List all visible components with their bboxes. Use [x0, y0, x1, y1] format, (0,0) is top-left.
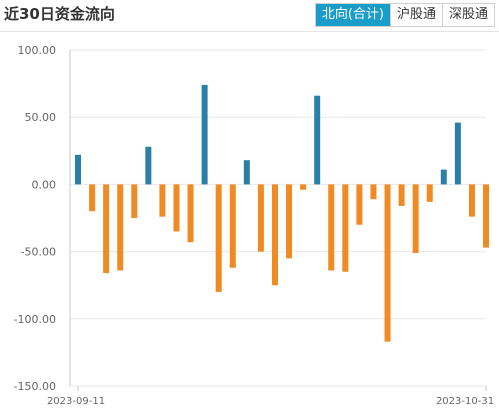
inflow-bar	[314, 95, 321, 185]
y-tick-label: 50.00	[25, 111, 57, 124]
outflow-bar	[286, 184, 293, 259]
inflow-bar	[201, 84, 208, 185]
outflow-bar	[342, 184, 349, 272]
outflow-bar	[117, 184, 124, 271]
outflow-bar	[398, 184, 405, 206]
tab-group: 北向(合计) 沪股通 深股通	[314, 3, 495, 27]
outflow-bar	[412, 184, 419, 253]
outflow-bar	[468, 184, 475, 217]
outflow-bar	[103, 184, 110, 274]
outflow-bar	[215, 184, 222, 292]
header: 近30日资金流向 北向(合计) 沪股通 深股通	[0, 0, 499, 30]
x-tick-label: 2023-10-31	[436, 396, 494, 407]
inflow-bar	[145, 146, 152, 185]
page-title: 近30日资金流向	[4, 5, 115, 23]
y-tick-label: -100.00	[14, 313, 56, 326]
outflow-bar	[257, 184, 264, 252]
y-tick-label: 100.00	[18, 44, 57, 57]
inflow-bar	[243, 160, 250, 185]
tab-shanghai-connect[interactable]: 沪股通	[389, 4, 442, 26]
outflow-bar	[89, 184, 96, 212]
outflow-bar	[328, 184, 335, 271]
tab-shenzhen-connect[interactable]: 深股通	[441, 4, 494, 26]
inflow-bar	[440, 169, 447, 185]
tab-northbound-total[interactable]: 北向(合计)	[315, 4, 390, 26]
capital-flow-chart: 100.00 50.00 0.00 -50.00 -100.00 -150.00 2023-…	[14, 44, 495, 407]
outflow-bar	[131, 184, 138, 218]
outflow-bar	[173, 184, 180, 232]
y-tick-label: 0.00	[32, 178, 57, 191]
inflow-bar	[454, 122, 461, 185]
inflow-bar	[75, 154, 81, 185]
outflow-bar	[271, 184, 278, 286]
outflow-bar	[300, 184, 307, 190]
outflow-bar	[356, 184, 363, 225]
outflow-bar	[229, 184, 236, 268]
outflow-bar	[187, 184, 194, 243]
outflow-bar	[370, 184, 377, 200]
header-divider	[0, 31, 499, 32]
outflow-bar	[159, 184, 166, 217]
y-tick-label: -50.00	[21, 246, 56, 259]
y-tick-label: -150.00	[14, 380, 56, 393]
outflow-bar	[384, 184, 391, 342]
outflow-bar	[426, 184, 433, 202]
outflow-bar	[483, 184, 489, 248]
x-tick-label: 2023-09-11	[47, 396, 105, 407]
